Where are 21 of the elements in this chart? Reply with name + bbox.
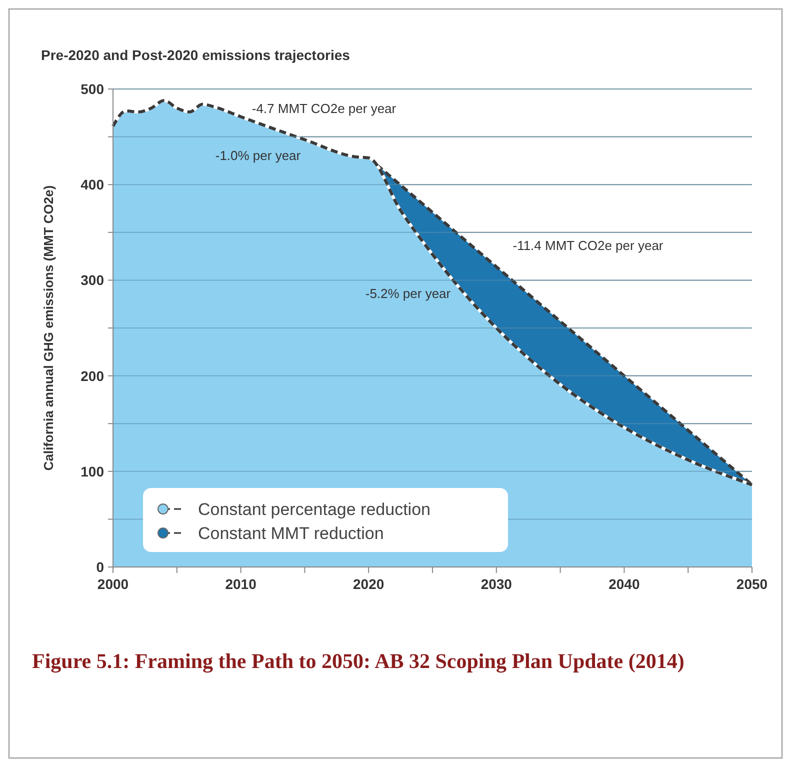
x-tick-label: 2040	[608, 576, 640, 592]
annotation: -1.0% per year	[215, 148, 302, 163]
y-tick-label: 0	[96, 559, 104, 575]
annotation: -4.7 MMT CO2e per year	[252, 101, 397, 116]
y-tick-label: 100	[80, 463, 104, 480]
y-axis-title: California annual GHG emissions (MMT CO2e)	[41, 185, 56, 471]
annotation: -11.4 MMT CO2e per year	[512, 238, 664, 253]
y-tick-label: 500	[80, 81, 104, 97]
x-tick-label: 2000	[97, 576, 129, 592]
y-tick-label: 200	[80, 368, 104, 384]
legend-label: Constant percentage reduction	[198, 500, 430, 519]
annotation: -5.2% per year	[365, 286, 452, 301]
y-tick-label: 300	[80, 272, 104, 288]
x-tick-label: 2020	[353, 576, 384, 592]
x-tick-label: 2050	[736, 576, 768, 592]
x-tick-label: 2030	[480, 576, 512, 592]
caption: Figure 5.1: Framing the Path to 2050: AB 32 Scoping Plan Update (2014)	[32, 649, 684, 673]
x-tick-label: 2010	[225, 576, 257, 592]
legend-label: Constant MMT reduction	[198, 524, 384, 543]
chart-title: Pre-2020 and Post-2020 emissions trajectories	[41, 47, 350, 63]
y-tick-label: 400	[80, 176, 104, 193]
